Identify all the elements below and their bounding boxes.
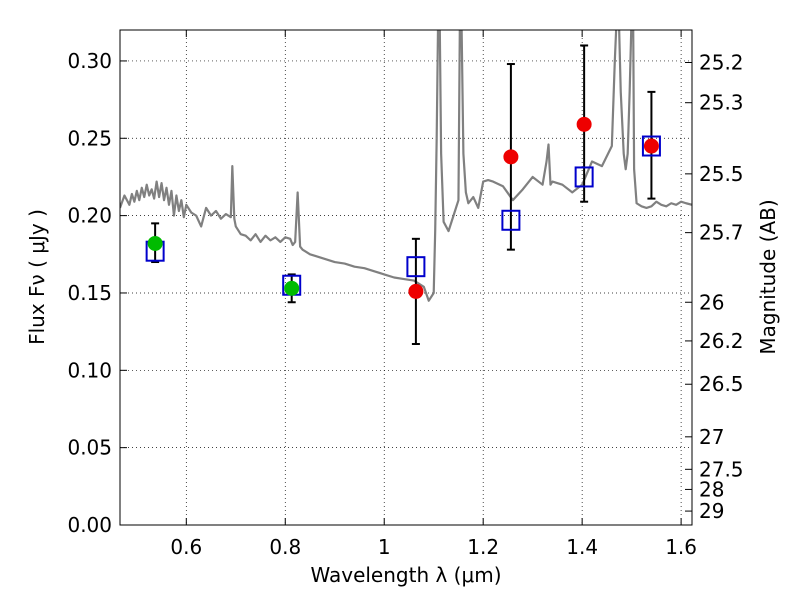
right-tick-label: 26.5 (699, 372, 744, 396)
right-axis-label: Magnitude (AB) (756, 199, 780, 354)
model-photometry-square (641, 135, 661, 157)
observed-flux-point (408, 283, 424, 299)
observed-flux-point (503, 149, 519, 165)
y-tick-label: 0.25 (67, 126, 112, 150)
right-tick-label: 25.5 (699, 162, 744, 186)
x-tick-label: 1.6 (665, 535, 697, 559)
y-tick-label: 0.00 (67, 513, 112, 537)
x-tick-labels: 0.6 0.8 1 1.2 1.4 1.6 (170, 535, 697, 559)
right-tick-label: 27.5 (699, 457, 744, 481)
y-tick-label: 0.05 (67, 436, 112, 460)
y-tick-label: 0.30 (67, 49, 112, 73)
model-spectrum-group (120, 30, 692, 302)
plot-area-background (120, 30, 692, 525)
y-tick-labels: 0.00 0.05 0.10 0.15 0.20 0.25 0.30 (67, 49, 112, 537)
observed-flux-point (643, 138, 659, 154)
right-tick-label: 27 (699, 425, 724, 449)
y-tick-label: 0.20 (67, 204, 112, 228)
right-tick-label: 25.3 (699, 91, 744, 115)
right-tick-label: 26 (699, 290, 724, 314)
y-tick-label: 0.15 (67, 281, 112, 305)
model-photometry-square (501, 209, 521, 231)
y-axis-label: Flux Fν ( μJy ) (25, 209, 49, 345)
plot-frame (119, 29, 693, 526)
right-tick-label: 26.2 (699, 329, 744, 353)
observed-flux-point (147, 235, 163, 251)
x-tick-label: 0.6 (170, 535, 202, 559)
right-tick-label: 25.2 (699, 50, 744, 74)
right-tick-label: 28 (699, 477, 724, 501)
tick-marks (120, 30, 692, 526)
model-spectrum-line (120, 30, 692, 302)
model-photometry-square (406, 256, 426, 278)
x-tick-label: 0.8 (269, 535, 301, 559)
x-tick-label: 1.2 (467, 535, 499, 559)
x-axis-label: Wavelength λ (μm) (310, 563, 501, 587)
model-photometry-square (574, 166, 594, 188)
x-tick-label: 1.4 (566, 535, 598, 559)
x-tick-label: 1 (378, 535, 391, 559)
markers-group (145, 116, 661, 299)
right-tick-label: 29 (699, 499, 724, 523)
right-tick-label: 25.7 (699, 221, 744, 245)
y-tick-label: 0.10 (67, 358, 112, 382)
observed-flux-point (284, 280, 300, 296)
observed-flux-point (576, 116, 592, 132)
